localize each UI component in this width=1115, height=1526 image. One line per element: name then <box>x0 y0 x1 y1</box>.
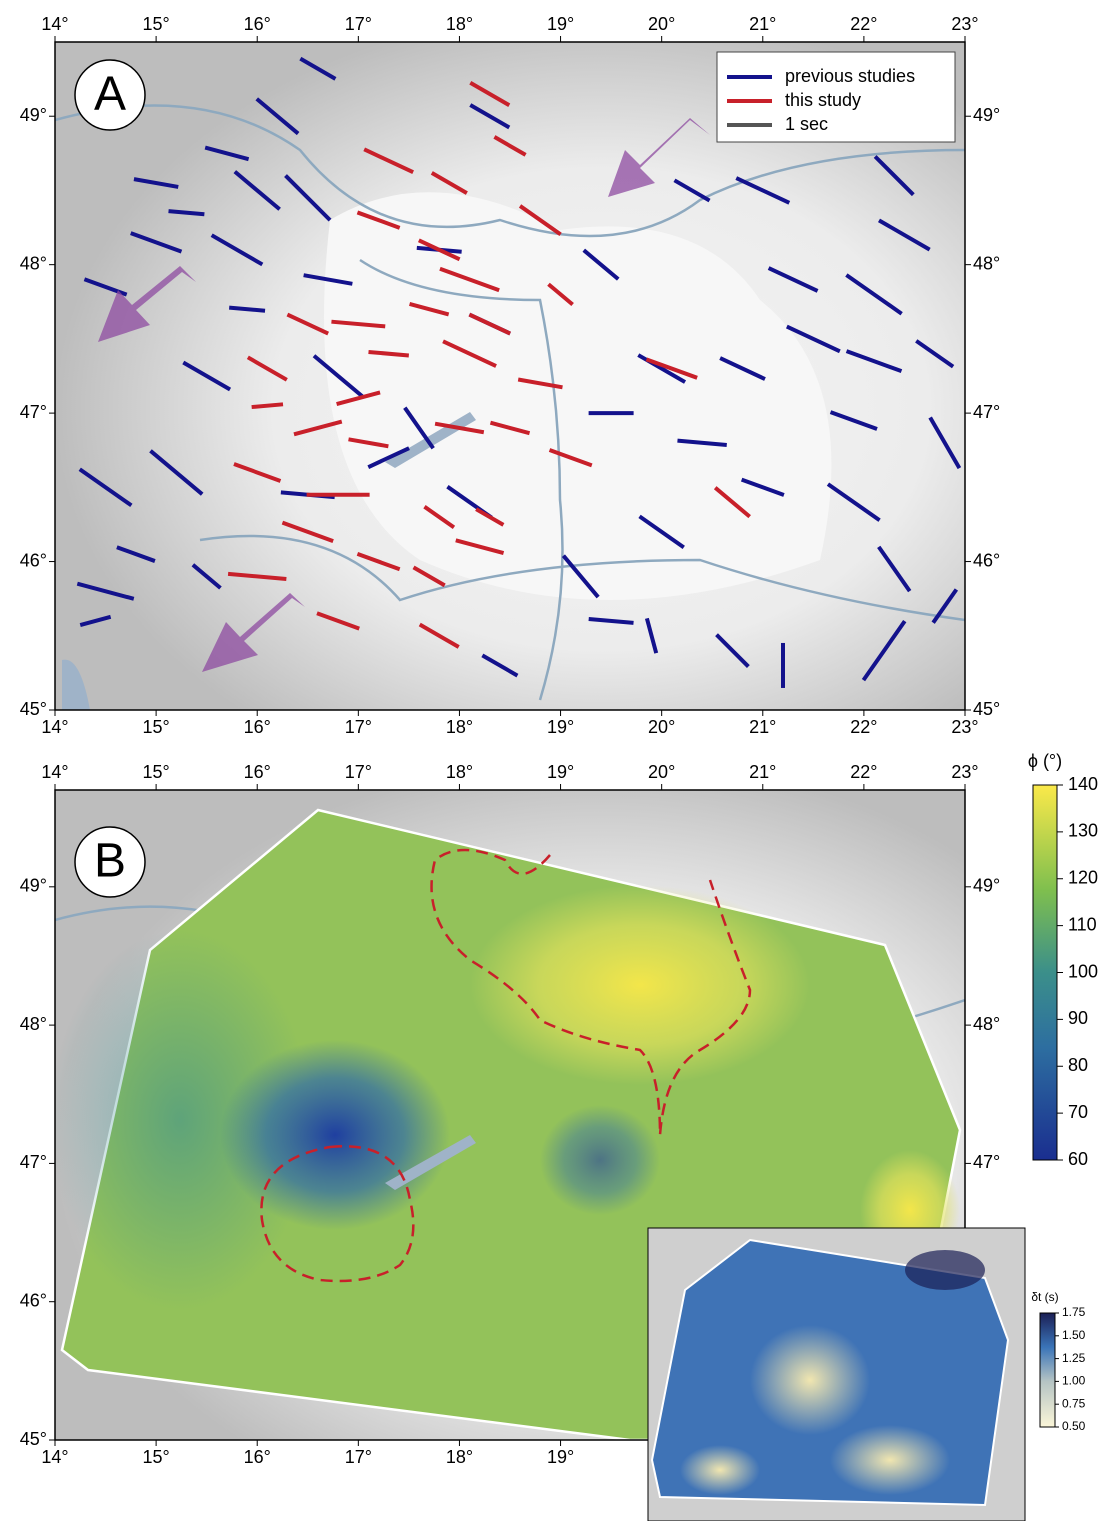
colorbar-tick-label: 1.25 <box>1062 1351 1086 1365</box>
page: A previous studies this study 1 sec B ϕ (°… <box>0 0 1115 1526</box>
x-tick-label: 21° <box>749 14 776 34</box>
y-tick-label: 47° <box>20 402 47 422</box>
colorbar-ticks: 60 70 80 90 100 110 120 130 140 <box>1057 774 1098 1169</box>
colorbar-tick-label: 140 <box>1068 774 1098 794</box>
splitting-bar <box>252 404 283 407</box>
inset-colorbar <box>1040 1313 1055 1427</box>
legend-label: previous studies <box>785 66 915 86</box>
x-tick-label: 16° <box>244 762 271 782</box>
colorbar-tick-label: 60 <box>1068 1149 1088 1169</box>
x-tick-label: 19° <box>547 762 574 782</box>
colorbar-tick-label: 1.75 <box>1062 1305 1086 1319</box>
y-tick-label: 48° <box>973 1014 1000 1034</box>
x-tick-label: 16° <box>244 1447 271 1467</box>
colorbar <box>1033 785 1057 1160</box>
x-tick-label: 22° <box>850 762 877 782</box>
x-tick-label: 22° <box>850 717 877 737</box>
x-tick-label: 23° <box>951 762 978 782</box>
x-tick-label: 21° <box>749 717 776 737</box>
y-tick-label: 45° <box>20 699 47 719</box>
x-tick-label: 18° <box>446 14 473 34</box>
dt-anomaly <box>905 1250 985 1290</box>
panel-label: A <box>94 68 126 121</box>
y-tick-label: 46° <box>973 550 1000 570</box>
colorbar-tick-label: 90 <box>1068 1008 1088 1028</box>
x-tick-label: 17° <box>345 1447 372 1467</box>
phi-anomaly <box>470 885 810 1085</box>
x-tick-label: 17° <box>345 14 372 34</box>
y-tick-label: 46° <box>20 1290 47 1310</box>
x-tick-label: 23° <box>951 717 978 737</box>
x-tick-label: 19° <box>547 717 574 737</box>
y-tick-label: 45° <box>973 699 1000 719</box>
inset-colorbar-title: δt (s) <box>1031 1290 1058 1304</box>
dt-anomaly <box>680 1445 760 1495</box>
phi-anomaly <box>220 1040 450 1230</box>
colorbar-tick-label: 80 <box>1068 1055 1088 1075</box>
colorbar-title: ϕ (°) <box>1028 751 1062 771</box>
y-tick-label: 46° <box>20 550 47 570</box>
y-tick-label: 49° <box>973 105 1000 125</box>
x-tick-label: 18° <box>446 762 473 782</box>
x-tick-label: 18° <box>446 717 473 737</box>
y-tick-label: 49° <box>973 876 1000 896</box>
x-tick-label: 14° <box>41 14 68 34</box>
x-tick-label: 20° <box>648 14 675 34</box>
panel-label: B <box>94 835 126 888</box>
colorbar-tick-label: 100 <box>1068 961 1098 981</box>
y-tick-label: 48° <box>973 253 1000 273</box>
legend: previous studies this study 1 sec <box>717 52 955 142</box>
x-tick-label: 20° <box>648 762 675 782</box>
x-tick-label: 16° <box>244 717 271 737</box>
y-tick-label: 48° <box>20 253 47 273</box>
phi-anomaly <box>540 1105 660 1215</box>
x-tick-label: 18° <box>446 1447 473 1467</box>
x-tick-label: 15° <box>142 1447 169 1467</box>
x-tick-label: 15° <box>142 762 169 782</box>
colorbar-tick-label: 0.50 <box>1062 1419 1086 1433</box>
legend-label: this study <box>785 90 861 110</box>
y-tick-label: 49° <box>20 105 47 125</box>
colorbar-tick-label: 120 <box>1068 868 1098 888</box>
x-tick-label: 22° <box>850 14 877 34</box>
colorbar-tick-label: 130 <box>1068 821 1098 841</box>
x-tick-label: 14° <box>41 1447 68 1467</box>
x-tick-label: 21° <box>749 762 776 782</box>
x-tick-label: 19° <box>547 1447 574 1467</box>
x-tick-label: 23° <box>951 14 978 34</box>
x-tick-label: 19° <box>547 14 574 34</box>
inset-colorbar-ticks: 0.50 0.75 1.00 1.25 1.50 1.75 <box>1055 1305 1086 1433</box>
dt-anomaly <box>750 1325 870 1435</box>
colorbar-tick-label: 110 <box>1068 914 1097 934</box>
y-tick-label: 48° <box>20 1014 47 1034</box>
y-tick-label: 49° <box>20 876 47 896</box>
y-tick-label: 45° <box>20 1429 47 1449</box>
x-tick-label: 14° <box>41 762 68 782</box>
inset: δt (s) 0.50 0.75 1.00 1.25 1.50 1.75 <box>648 1228 1086 1521</box>
colorbar-tick-label: 0.75 <box>1062 1396 1086 1410</box>
x-tick-label: 17° <box>345 717 372 737</box>
x-tick-label: 16° <box>244 14 271 34</box>
legend-label: 1 sec <box>785 114 828 134</box>
colorbar-tick-label: 70 <box>1068 1102 1088 1122</box>
colorbar-tick-label: 1.50 <box>1062 1328 1086 1342</box>
y-tick-label: 47° <box>973 1152 1000 1172</box>
y-tick-label: 47° <box>20 1152 47 1172</box>
x-tick-label: 15° <box>142 14 169 34</box>
x-tick-label: 14° <box>41 717 68 737</box>
y-tick-label: 47° <box>973 402 1000 422</box>
dt-anomaly <box>830 1425 950 1495</box>
figure: A previous studies this study 1 sec B ϕ (°… <box>0 0 1115 1521</box>
x-tick-label: 15° <box>142 717 169 737</box>
x-tick-label: 17° <box>345 762 372 782</box>
x-tick-label: 20° <box>648 717 675 737</box>
colorbar-tick-label: 1.00 <box>1062 1374 1086 1388</box>
